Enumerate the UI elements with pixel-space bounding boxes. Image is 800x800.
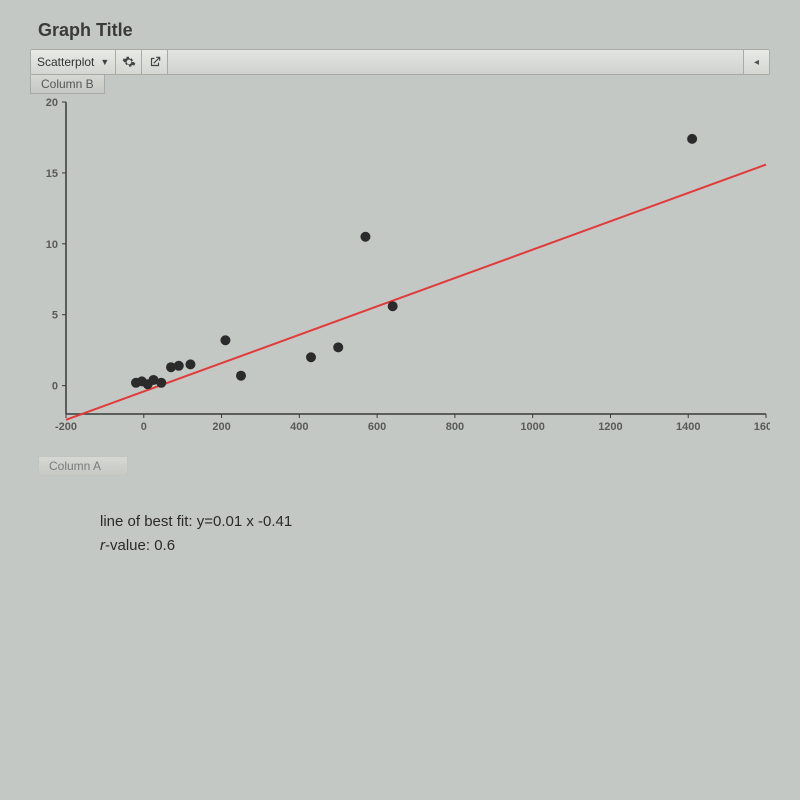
svg-text:20: 20: [46, 97, 58, 109]
svg-text:800: 800: [446, 421, 464, 433]
svg-text:400: 400: [290, 421, 308, 433]
r-label-rest: -value:: [105, 537, 154, 554]
triangle-left-icon: ◂: [754, 57, 759, 68]
svg-text:1400: 1400: [676, 421, 700, 433]
svg-text:1600: 1600: [754, 421, 770, 433]
settings-button[interactable]: [116, 50, 142, 74]
chart-type-label: Scatterplot: [37, 55, 94, 69]
svg-text:-200: -200: [55, 421, 77, 433]
page-title: Graph Title: [30, 20, 770, 41]
chart-type-select[interactable]: Scatterplot ▼: [31, 50, 116, 74]
x-axis-label[interactable]: Column A: [38, 456, 128, 476]
toolbar-left-group: Scatterplot ▼: [31, 50, 168, 74]
fit-equation: line of best fit: y=0.01 x -0.41: [100, 510, 770, 534]
r-value-line: r-value: 0.6: [100, 534, 770, 558]
external-link-icon: [148, 55, 162, 69]
scatter-chart: 0 5 10 15 20 -200 0 200 400 600 800 1000 1200 1400 160…: [30, 94, 770, 454]
svg-text:0: 0: [141, 421, 147, 433]
gear-icon: [122, 55, 136, 69]
y-axis-label[interactable]: Column B: [30, 75, 105, 94]
svg-text:5: 5: [52, 310, 58, 322]
chevron-down-icon: ▼: [100, 57, 109, 67]
svg-text:0: 0: [52, 381, 58, 393]
popout-button[interactable]: [142, 50, 168, 74]
fit-label: line of best fit:: [100, 513, 197, 530]
svg-text:200: 200: [212, 421, 230, 433]
svg-text:10: 10: [46, 239, 58, 251]
chart-toolbar: Scatterplot ▼ ◂: [30, 49, 770, 75]
stats-block: line of best fit: y=0.01 x -0.41 r-value…: [100, 510, 770, 558]
svg-text:1200: 1200: [598, 421, 622, 433]
collapse-button[interactable]: ◂: [743, 50, 769, 74]
fit-eq: y=0.01 x -0.41: [197, 513, 292, 530]
svg-text:15: 15: [46, 168, 58, 180]
svg-text:1000: 1000: [520, 421, 544, 433]
r-value: 0.6: [154, 537, 175, 554]
svg-text:600: 600: [368, 421, 386, 433]
chart-svg: 0 5 10 15 20 -200 0 200 400 600 800 1000 1200 1400 160…: [30, 94, 770, 454]
